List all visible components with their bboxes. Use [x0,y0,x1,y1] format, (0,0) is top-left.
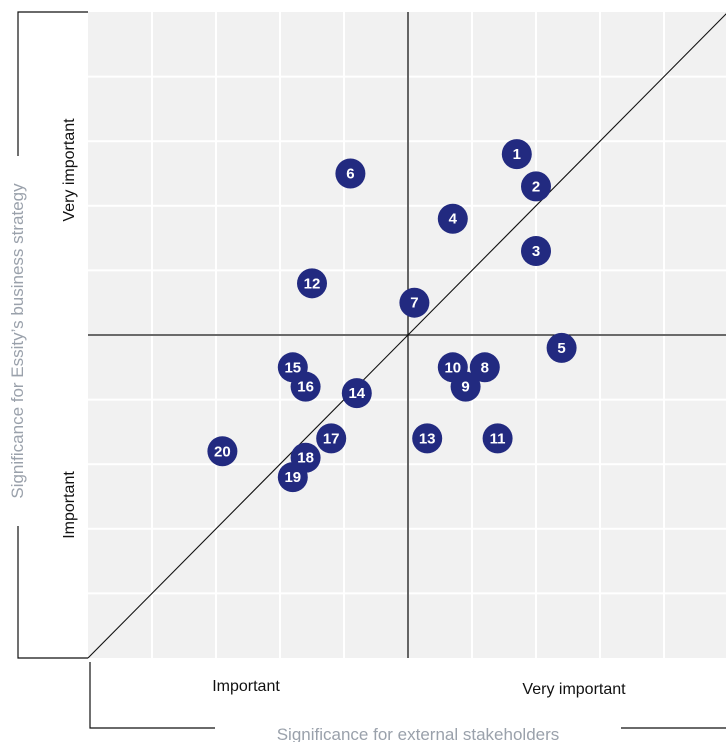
data-point-11 [482,423,513,454]
data-point-7 [399,287,430,318]
data-point-label-16: 16 [297,379,314,396]
data-point-10 [437,352,468,383]
data-point-label-4: 4 [449,211,458,228]
data-point-4 [437,203,468,234]
data-point-label-17: 17 [323,430,340,447]
data-point-3 [521,236,551,267]
data-point-5 [546,332,577,363]
data-point-label-19: 19 [284,469,301,486]
data-point-label-15: 15 [284,359,301,376]
data-point-label-14: 14 [348,385,365,402]
data-point-label-1: 1 [513,146,521,163]
data-point-16 [290,371,321,402]
data-point-19 [277,462,308,493]
y-tick-label-very-important: Very important [61,118,78,222]
data-point-14 [341,378,372,409]
x-tick-label-important: Important [212,678,280,695]
data-point-label-5: 5 [557,340,565,357]
data-point-label-18: 18 [297,450,314,467]
data-point-label-3: 3 [532,243,540,260]
data-point-label-7: 7 [410,295,418,312]
data-point-label-9: 9 [461,379,469,396]
data-point-label-12: 12 [304,275,321,292]
data-point-label-13: 13 [419,430,436,447]
data-point-6 [335,158,366,189]
data-point-label-8: 8 [481,359,489,376]
data-point-20 [207,436,238,467]
data-point-8 [469,352,500,383]
data-point-17 [316,423,347,454]
diagonal-line [87,13,726,659]
data-point-1 [501,139,532,170]
data-point-13 [412,423,443,454]
x-axis-title: Significance for external stakeholders [277,725,560,742]
data-point-2 [521,171,551,202]
data-point-label-11: 11 [490,430,506,447]
y-axis-title: Significance for Essity’s business strat… [8,183,27,499]
data-point-label-2: 2 [532,178,540,195]
data-point-12 [297,268,327,299]
data-point-label-6: 6 [346,166,354,183]
data-point-label-20: 20 [214,443,231,460]
y-tick-label-important: Important [61,471,78,539]
data-point-label-10: 10 [444,359,461,376]
x-axis-bracket [89,662,215,729]
x-tick-label-very-important: Very important [522,681,626,698]
